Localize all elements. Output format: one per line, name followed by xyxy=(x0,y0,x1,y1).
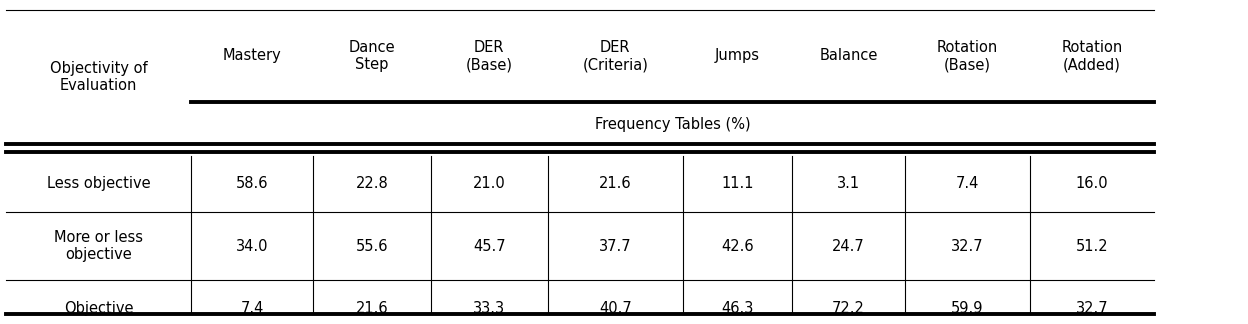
Text: Objectivity of
Evaluation: Objectivity of Evaluation xyxy=(50,61,147,93)
Text: 51.2: 51.2 xyxy=(1076,239,1108,254)
Text: Dance
Step: Dance Step xyxy=(348,40,396,72)
Text: 21.0: 21.0 xyxy=(473,176,505,191)
Text: 34.0: 34.0 xyxy=(236,239,268,254)
Text: 42.6: 42.6 xyxy=(721,239,754,254)
Text: 32.7: 32.7 xyxy=(951,239,983,254)
Text: 22.8: 22.8 xyxy=(356,176,388,191)
Text: 33.3: 33.3 xyxy=(473,301,505,316)
Text: Objective: Objective xyxy=(64,301,134,316)
Text: 72.2: 72.2 xyxy=(832,301,865,316)
Text: 21.6: 21.6 xyxy=(356,301,388,316)
Text: DER
(Base): DER (Base) xyxy=(466,40,513,72)
Text: Rotation
(Added): Rotation (Added) xyxy=(1061,40,1123,72)
Text: 7.4: 7.4 xyxy=(956,176,978,191)
Text: 58.6: 58.6 xyxy=(236,176,268,191)
Text: 11.1: 11.1 xyxy=(721,176,754,191)
Text: 16.0: 16.0 xyxy=(1076,176,1108,191)
Text: 3.1: 3.1 xyxy=(837,176,860,191)
Text: 37.7: 37.7 xyxy=(599,239,631,254)
Text: Mastery: Mastery xyxy=(222,48,282,64)
Text: 21.6: 21.6 xyxy=(599,176,631,191)
Text: 59.9: 59.9 xyxy=(951,301,983,316)
Text: 55.6: 55.6 xyxy=(356,239,388,254)
Text: More or less
objective: More or less objective xyxy=(54,230,144,262)
Text: DER
(Criteria): DER (Criteria) xyxy=(583,40,648,72)
Text: Rotation
(Base): Rotation (Base) xyxy=(936,40,998,72)
Text: 40.7: 40.7 xyxy=(599,301,631,316)
Text: 32.7: 32.7 xyxy=(1076,301,1108,316)
Text: 46.3: 46.3 xyxy=(721,301,754,316)
Text: Less objective: Less objective xyxy=(46,176,151,191)
Text: 45.7: 45.7 xyxy=(473,239,505,254)
Text: 7.4: 7.4 xyxy=(241,301,263,316)
Text: Frequency Tables (%): Frequency Tables (%) xyxy=(595,117,750,132)
Text: Jumps: Jumps xyxy=(715,48,760,64)
Text: 24.7: 24.7 xyxy=(832,239,865,254)
Text: Balance: Balance xyxy=(820,48,877,64)
